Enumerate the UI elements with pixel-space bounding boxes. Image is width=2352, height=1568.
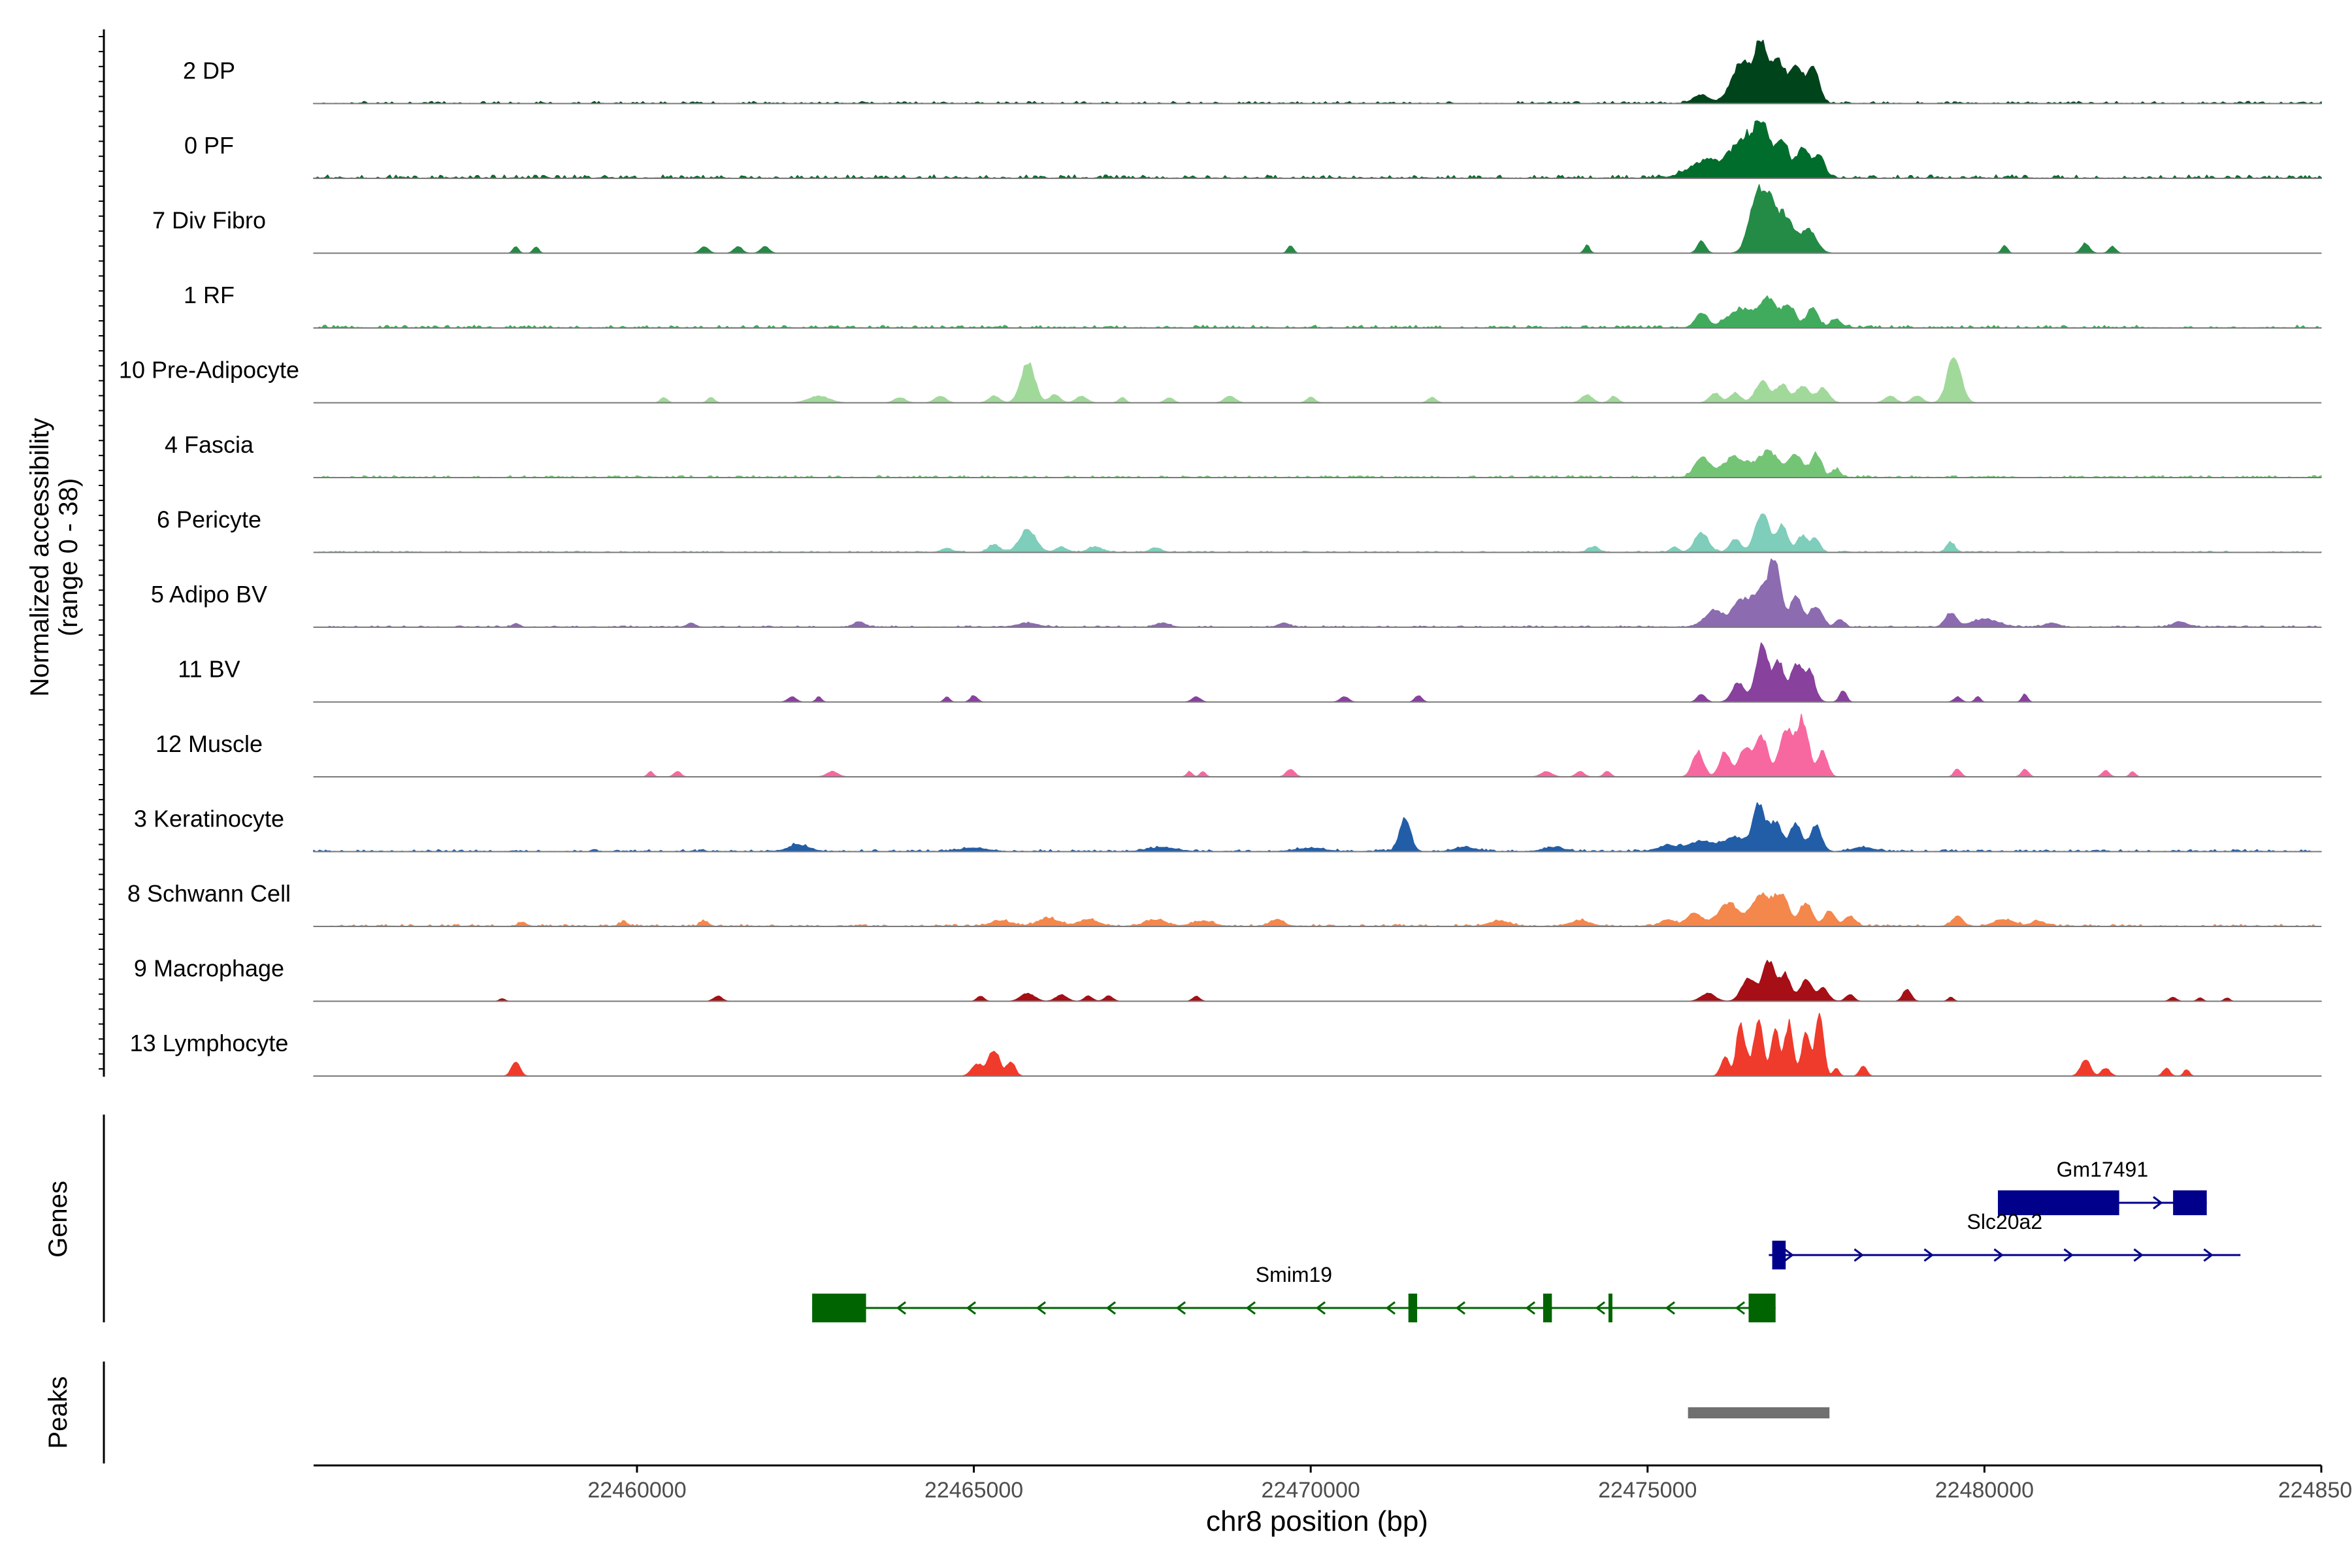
strand-arrow-icon xyxy=(1385,1301,1396,1315)
track-label: 4 Fascia xyxy=(165,431,254,458)
x-tick-label: 22480000 xyxy=(1935,1478,2034,1503)
strand-arrow-icon xyxy=(1993,1248,2004,1262)
track-label: 12 Muscle xyxy=(155,730,263,757)
track-label: 8 Schwann Cell xyxy=(127,880,291,907)
track-label: 2 DP xyxy=(183,57,235,84)
strand-arrow-icon xyxy=(1735,1301,1745,1315)
track-label: 11 BV xyxy=(178,656,240,683)
track-label: 0 PF xyxy=(184,132,234,159)
x-tick-label: 22470000 xyxy=(1262,1478,1360,1503)
strand-arrow-icon xyxy=(2063,1248,2074,1262)
x-axis-label: chr8 position (bp) xyxy=(1206,1505,1428,1537)
gene-exon xyxy=(1998,1190,2119,1215)
gene-label: Slc20a2 xyxy=(1967,1210,2043,1233)
track-label: 13 Lymphocyte xyxy=(130,1030,289,1056)
x-tick-label: 22465000 xyxy=(924,1478,1023,1503)
strand-arrow-icon xyxy=(2153,1196,2163,1210)
strand-arrow-icon xyxy=(1665,1301,1675,1315)
y-axis-label-line2: (range 0 - 38) xyxy=(54,478,83,636)
gene-label: Smim19 xyxy=(1256,1263,1332,1286)
strand-arrow-icon xyxy=(1245,1301,1256,1315)
x-tick-label: 22460000 xyxy=(587,1478,686,1503)
strand-arrow-icon xyxy=(1854,1248,1864,1262)
peak-regions xyxy=(1688,1407,1830,1418)
peak-bar xyxy=(1688,1407,1830,1418)
coverage-tracks: 2 DP 0 PF 7 Div Fibro 1 RF 10 Pre-Adipocyte 4… xyxy=(119,39,2322,1077)
track-label: 5 Adipo BV xyxy=(151,581,267,608)
strand-arrow-icon xyxy=(1175,1301,1186,1315)
strand-arrow-icon xyxy=(2203,1248,2213,1262)
y-axis-ticks xyxy=(99,36,104,1070)
x-axis-ticks: 22460000 22465000 22470000 22475000 22480000… xyxy=(587,1465,2352,1503)
coverage-area xyxy=(313,802,2322,853)
strand-arrow-icon xyxy=(1595,1301,1605,1315)
strand-arrow-icon xyxy=(1923,1248,1934,1262)
gene-label: Gm17491 xyxy=(2057,1158,2149,1181)
strand-arrow-icon xyxy=(1036,1301,1046,1315)
strand-arrow-icon xyxy=(2133,1248,2144,1262)
gene-exon xyxy=(2173,1190,2207,1215)
gene-exon xyxy=(1748,1294,1776,1322)
strand-arrow-icon xyxy=(1455,1301,1465,1315)
y-axis-label-line1: Normalized accessibility xyxy=(25,418,54,697)
track-label: 9 Macrophage xyxy=(134,955,284,982)
x-tick-label: 22475000 xyxy=(1598,1478,1697,1503)
track-label: 7 Div Fibro xyxy=(152,207,266,234)
track-label: 10 Pre-Adipocyte xyxy=(119,357,299,384)
genes-panel-label: Genes xyxy=(44,1181,73,1258)
track-label: 6 Pericyte xyxy=(157,506,261,533)
strand-arrow-icon xyxy=(1105,1301,1116,1315)
gene-exon xyxy=(1408,1294,1418,1322)
gene-exon xyxy=(1608,1294,1612,1322)
gene-exon xyxy=(812,1294,866,1322)
gene-exon xyxy=(1772,1241,1786,1269)
strand-arrow-icon xyxy=(1784,1248,1794,1262)
strand-arrow-icon xyxy=(1315,1301,1326,1315)
strand-arrow-icon xyxy=(896,1301,906,1315)
x-tick-label: 2248500 xyxy=(2278,1478,2352,1503)
peaks-panel-label: Peaks xyxy=(44,1376,73,1448)
track-label: 1 RF xyxy=(184,282,235,308)
strand-arrow-icon xyxy=(966,1301,976,1315)
gene-annotations: Gm17491 Slc20a2 Smim19 xyxy=(812,1158,2241,1322)
track-label: 3 Keratinocyte xyxy=(134,806,284,832)
strand-arrow-icon xyxy=(1525,1301,1535,1315)
gene-exon xyxy=(1543,1294,1552,1322)
